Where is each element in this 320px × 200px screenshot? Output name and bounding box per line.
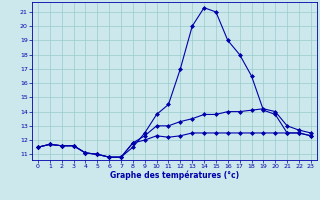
X-axis label: Graphe des températures (°c): Graphe des températures (°c) xyxy=(110,171,239,180)
